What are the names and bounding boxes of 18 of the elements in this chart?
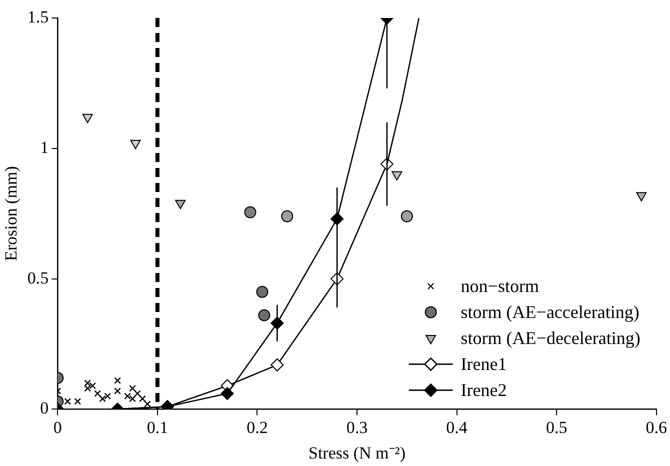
y-tick-label: 1 — [40, 138, 49, 157]
y-tick-label: 1.5 — [27, 7, 49, 26]
x-tick-label: 0.2 — [246, 418, 268, 437]
x-tick-label: 0.5 — [546, 418, 568, 437]
x-axis-title: Stress (N m⁻²) — [308, 443, 406, 462]
legend-label: non−storm — [460, 276, 539, 296]
x-tick-label: 0.6 — [646, 418, 667, 437]
y-axis-title: Erosion (mm) — [2, 166, 21, 262]
x-tick-label: 0.3 — [346, 418, 368, 437]
legend-label: Irene2 — [460, 380, 507, 400]
y-tick-label: 0.5 — [27, 268, 49, 288]
legend-label: storm (AE−decelerating) — [460, 328, 640, 348]
legend-label: storm (AE−accelerating) — [460, 302, 640, 322]
x-tick-label: 0.4 — [446, 418, 468, 437]
x-tick-label: 0 — [53, 418, 62, 437]
x-tick-label: 0.1 — [146, 418, 168, 437]
legend-label: Irene1 — [460, 354, 507, 374]
y-tick-label: 0 — [40, 398, 49, 418]
